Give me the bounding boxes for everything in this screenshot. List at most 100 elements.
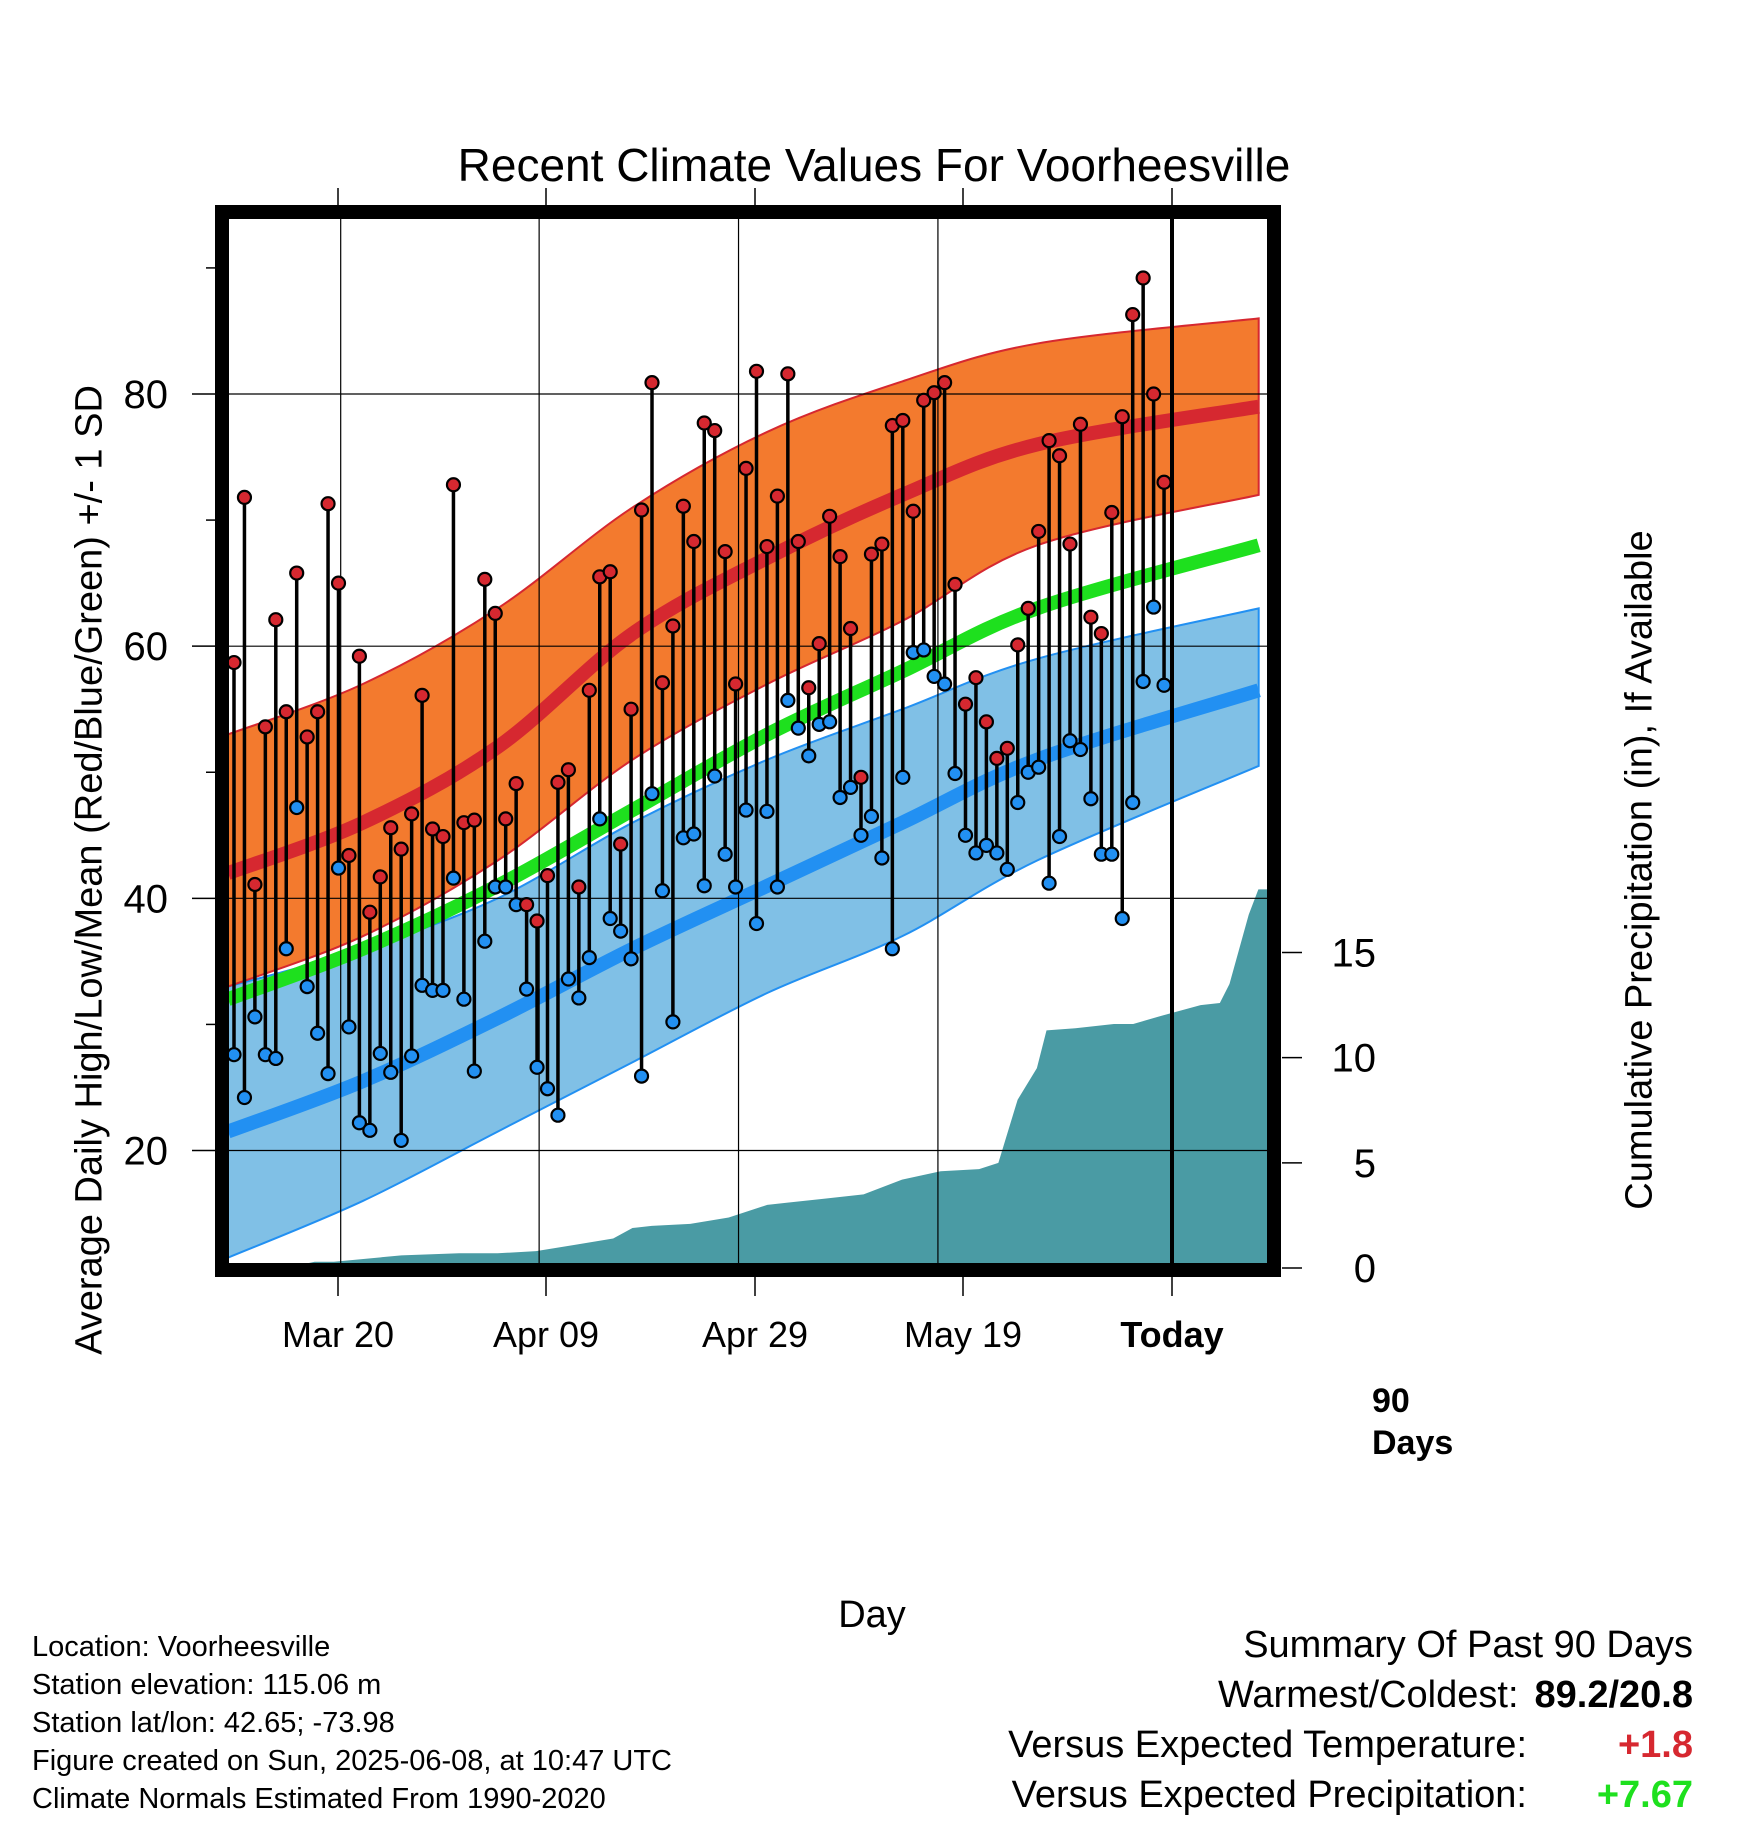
daily-high-point	[822, 508, 838, 524]
daily-high-point	[790, 533, 806, 550]
daily-high-point	[581, 682, 597, 698]
daily-low-point	[926, 668, 942, 685]
x-tick-label: Today	[1120, 1314, 1223, 1355]
daily-low-point	[351, 1115, 367, 1131]
latlon-text: Station lat/lon: 42.65; -73.98	[32, 1707, 395, 1739]
plot-area	[228, 218, 1268, 1266]
daily-low-point	[592, 811, 608, 827]
daily-low-point	[936, 676, 953, 692]
daily-low-point	[268, 1050, 284, 1067]
daily-low-point	[947, 765, 963, 782]
daily-high-point	[560, 762, 577, 778]
daily-low-point	[644, 786, 660, 802]
daily-low-point	[1051, 828, 1068, 845]
daily-high-point	[874, 536, 890, 552]
daily-high-point	[247, 876, 263, 893]
daily-high-point	[947, 576, 963, 592]
daily-low-point	[330, 860, 347, 876]
daily-low-point	[383, 1064, 399, 1080]
summary-heading: Summary Of Past 90 Days	[1243, 1624, 1693, 1666]
daily-low-point	[1145, 599, 1162, 615]
daily-low-point	[759, 803, 775, 819]
precip-value: +7.67	[1596, 1774, 1693, 1816]
daily-high-point	[738, 460, 754, 476]
x-tick-label: Apr 29	[702, 1314, 808, 1355]
daily-low-point	[989, 845, 1005, 861]
daily-high-point	[289, 565, 305, 581]
daily-low-point	[456, 991, 472, 1007]
daily-high-point	[268, 612, 284, 628]
daily-low-point	[780, 692, 796, 708]
x-tick-label: Mar 20	[282, 1314, 394, 1355]
daily-low-point	[968, 845, 984, 861]
daily-high-point	[999, 740, 1015, 756]
daily-high-point	[1020, 600, 1036, 616]
daily-high-point	[424, 821, 441, 837]
daily-low-point	[299, 978, 315, 995]
daily-low-point	[1156, 677, 1172, 693]
daily-high-point	[320, 496, 336, 512]
summary-temp: Versus Expected Temperature: +1.8	[1008, 1720, 1693, 1770]
daily-high-point	[853, 769, 869, 785]
daily-low-point	[278, 941, 294, 957]
daily-high-point	[477, 571, 493, 587]
daily-high-point	[665, 618, 681, 634]
daily-low-point	[466, 1063, 482, 1079]
plot-frame	[215, 205, 1281, 1277]
y-left-tick-label: 20	[124, 1130, 169, 1174]
daily-high-point	[1156, 474, 1172, 490]
daily-high-point	[801, 680, 817, 696]
daily-low-point	[727, 879, 744, 895]
daily-low-point	[717, 846, 733, 862]
daily-high-point	[1062, 536, 1078, 552]
daily-high-point	[748, 363, 765, 379]
daily-low-point	[686, 826, 702, 842]
daily-high-point	[842, 620, 859, 637]
daily-low-point	[310, 1025, 326, 1041]
daily-low-point	[738, 802, 754, 818]
daily-high-point	[571, 879, 587, 895]
daily-high-point	[926, 385, 942, 401]
daily-high-point	[228, 654, 242, 671]
created-text: Figure created on Sun, 2025-06-08, at 10…	[32, 1745, 672, 1777]
daily-low-point	[539, 1081, 556, 1097]
daily-high-point	[435, 828, 451, 845]
daily-high-point	[686, 533, 702, 550]
daily-high-point	[1051, 448, 1068, 464]
daily-low-point	[362, 1122, 378, 1138]
daily-high-point	[362, 904, 378, 920]
daily-high-point	[518, 897, 535, 913]
location-text: Location: Voorheesville	[32, 1631, 331, 1663]
daily-high-point	[623, 701, 639, 717]
warm-cold-value: 89.2/20.8	[1534, 1674, 1693, 1716]
daily-high-point	[414, 687, 430, 703]
y-left-tick-label: 80	[124, 373, 169, 417]
daily-low-point	[853, 827, 869, 843]
daily-low-point	[665, 1014, 681, 1030]
daily-low-point	[748, 915, 765, 932]
summary-warm-cold: Warmest/Coldest: 89.2/20.8	[1008, 1670, 1693, 1720]
daily-high-point	[278, 704, 294, 720]
daily-high-point	[445, 477, 462, 493]
daily-low-point	[863, 808, 880, 824]
daily-low-point	[445, 870, 462, 886]
summary-precip: Versus Expected Precipitation: +7.67	[1008, 1770, 1693, 1820]
temp-label: Versus Expected Temperature:	[1008, 1724, 1527, 1766]
normals-text: Climate Normals Estimated From 1990-2020	[32, 1783, 606, 1815]
daily-low-point	[957, 827, 974, 843]
precip-label: Versus Expected Precipitation:	[1011, 1774, 1527, 1816]
daily-high-point	[330, 575, 347, 591]
daily-high-point	[989, 750, 1005, 766]
daily-high-point	[707, 422, 723, 439]
daily-low-point	[289, 799, 305, 816]
daily-high-point	[1041, 433, 1057, 449]
window-label: 90 Days	[1372, 1382, 1454, 1462]
daily-low-point	[560, 971, 577, 987]
daily-high-point	[863, 546, 880, 562]
daily-high-point	[811, 636, 827, 652]
daily-low-point	[842, 779, 859, 795]
daily-high-point	[508, 775, 524, 792]
daily-low-point	[435, 982, 451, 998]
daily-high-point	[1114, 409, 1130, 425]
